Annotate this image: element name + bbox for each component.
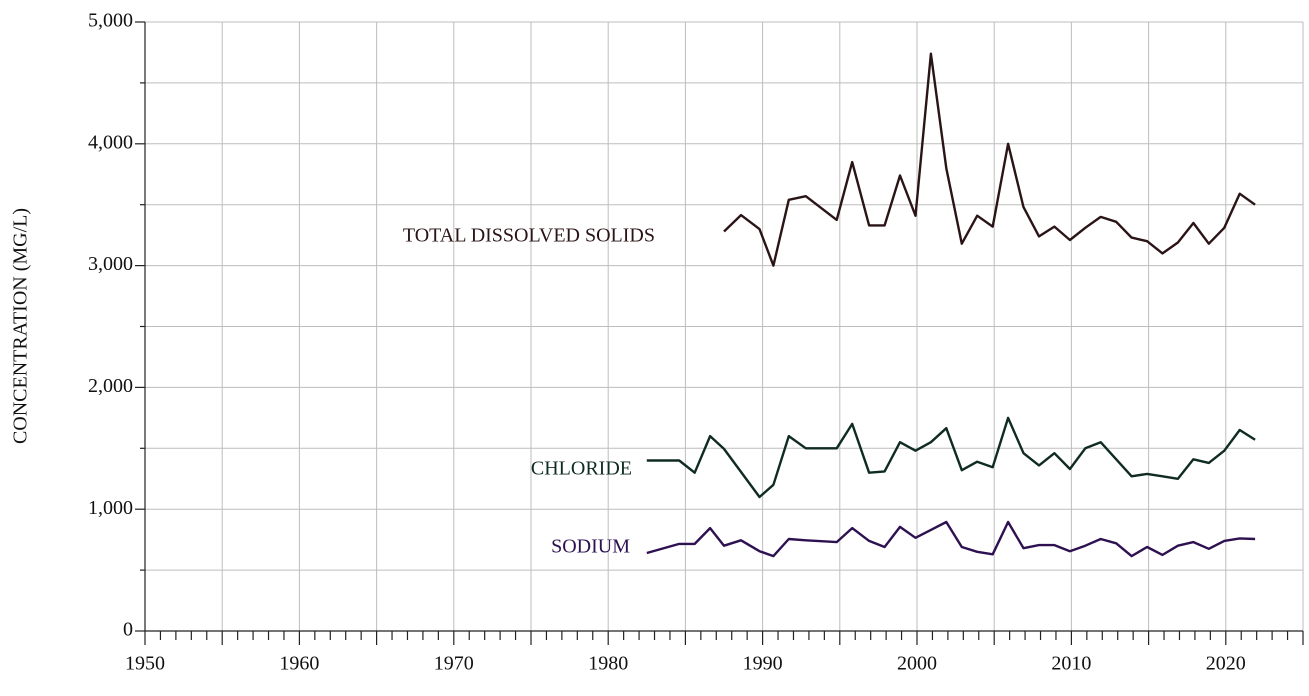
x-tick-label: 1990 [743, 653, 783, 675]
series-line [723, 52, 1256, 267]
series-line [646, 520, 1256, 558]
y-tick-label: 1,000 [88, 497, 133, 519]
series-label: CHLORIDE [531, 458, 632, 480]
x-tick-label: 1950 [125, 653, 165, 675]
x-tick-label: 1960 [279, 653, 319, 675]
x-tick-label: 2000 [897, 653, 937, 675]
y-tick-label: 4,000 [88, 131, 133, 153]
x-tick-label: 2020 [1206, 653, 1246, 675]
y-tick-label: 5,000 [88, 10, 133, 32]
y-tick-label: 0 [123, 619, 133, 641]
series-line [646, 416, 1256, 499]
y-axis-label: CONCENTRATION (MG/L) [10, 208, 32, 444]
series-label: TOTAL DISSOLVED SOLIDS [403, 225, 655, 247]
y-tick-label: 3,000 [88, 253, 133, 275]
x-tick-label: 2010 [1051, 653, 1091, 675]
y-tick-label: 2,000 [88, 375, 133, 397]
series-label: SODIUM [551, 536, 630, 558]
x-tick-label: 1980 [588, 653, 628, 675]
x-tick-label: 1970 [434, 653, 474, 675]
